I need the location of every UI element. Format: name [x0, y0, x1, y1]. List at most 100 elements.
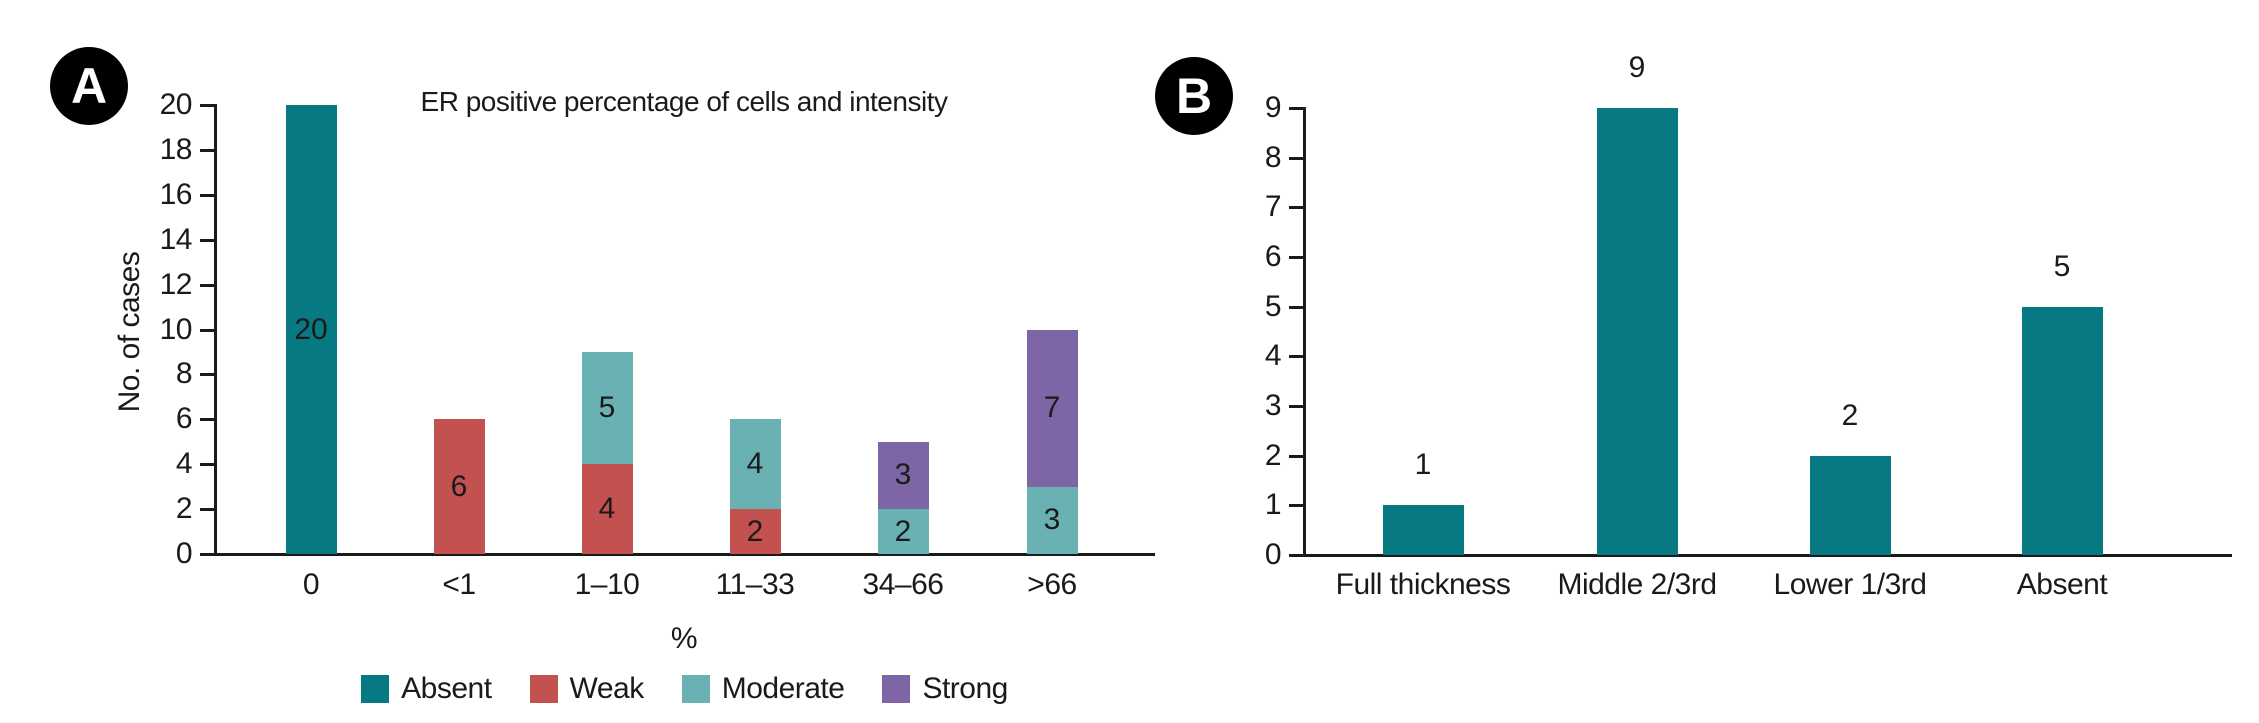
- bar-segment-weak: [581, 464, 633, 554]
- x-tick-label: Middle 2/3rd: [1557, 568, 1717, 601]
- y-tick-mark: [1289, 206, 1303, 210]
- bar-segment-moderate: [729, 419, 781, 510]
- y-tick-label: 18: [159, 132, 193, 166]
- bar-value-label: 5: [2053, 249, 2071, 283]
- y-tick-mark: [200, 553, 214, 556]
- y-tick-mark: [200, 238, 214, 242]
- bar-segment-label: 5: [598, 391, 616, 425]
- bar-segment-label: 2: [746, 514, 764, 548]
- legend-item-strong: Strong: [882, 672, 1008, 706]
- x-tick-label: 11–33: [715, 568, 795, 601]
- y-tick-label: 14: [159, 222, 193, 256]
- x-tick-label: <1: [442, 568, 476, 601]
- y-tick-label: 16: [159, 177, 193, 211]
- y-tick-label: 0: [175, 537, 193, 570]
- bar-segment-label: 6: [450, 469, 468, 503]
- legend-label-absent: Absent: [401, 672, 492, 705]
- y-tick-label: 8: [175, 357, 193, 391]
- x-tick-label: >66: [1027, 568, 1077, 601]
- y-tick-mark: [200, 193, 214, 197]
- panel-a-badge: A: [50, 47, 128, 125]
- y-tick-label: 1: [1264, 488, 1282, 522]
- legend-swatch-absent: [361, 675, 390, 703]
- y-tick-mark: [1289, 107, 1303, 111]
- y-tick-label: 2: [1264, 438, 1282, 472]
- y-tick-label: 2: [175, 492, 193, 526]
- bar-segment-strong: [1026, 329, 1078, 487]
- bar-segment-moderate: [1026, 486, 1078, 554]
- y-tick-mark: [200, 283, 214, 287]
- bar-segment-label: 3: [894, 458, 912, 492]
- legend-item-weak: Weak: [529, 672, 645, 706]
- y-tick-label: 0: [1264, 538, 1282, 571]
- y-tick-label: 6: [1264, 240, 1282, 274]
- bar-segment-absent: [285, 105, 337, 554]
- y-tick-label: 5: [1264, 289, 1282, 323]
- bar-segment-weak: [433, 419, 485, 554]
- y-tick-mark: [1289, 504, 1303, 508]
- legend-item-absent: Absent: [361, 672, 492, 706]
- y-tick-mark: [200, 418, 214, 422]
- bar-value-label: 9: [1628, 51, 1646, 85]
- y-tick-label: 8: [1264, 140, 1282, 174]
- legend-label-moderate: Moderate: [721, 672, 845, 705]
- legend-swatch-moderate: [681, 675, 710, 703]
- chart-a-title: ER positive percentage of cells and inte…: [420, 86, 948, 117]
- x-tick-label: 1–10: [574, 568, 640, 601]
- x-axis-line: [1303, 554, 2232, 557]
- y-tick-mark: [1289, 405, 1303, 409]
- x-tick-label: Full thickness: [1335, 568, 1511, 601]
- bar-segment-strong: [877, 441, 929, 510]
- legend-label-strong: Strong: [922, 672, 1008, 705]
- y-tick-label: 6: [175, 402, 193, 436]
- bar-segment-label: 20: [294, 312, 328, 346]
- y-tick-mark: [1289, 355, 1303, 359]
- y-tick-mark: [1289, 454, 1303, 458]
- y-tick-label: 7: [1264, 190, 1282, 224]
- y-tick-mark: [200, 328, 214, 332]
- y-tick-label: 3: [1264, 389, 1282, 423]
- chart-a-legend: Absent Weak Moderate Strong: [214, 672, 1155, 706]
- bar-segment-label: 4: [598, 492, 616, 526]
- y-tick-mark: [200, 104, 214, 107]
- y-tick-mark: [200, 148, 214, 152]
- y-tick-mark: [200, 373, 214, 377]
- bar-segment-middle-2-3rd: [1596, 108, 1678, 555]
- y-tick-mark: [1289, 256, 1303, 260]
- y-tick-label: 20: [159, 88, 193, 121]
- x-tick-label: Absent: [2016, 568, 2108, 601]
- bar-segment-weak: [729, 509, 781, 554]
- bar-segment-moderate: [581, 351, 633, 465]
- y-tick-mark: [200, 508, 214, 512]
- y-axis-line: [214, 104, 217, 556]
- bar-segment-moderate: [877, 509, 929, 554]
- y-tick-mark: [200, 463, 214, 467]
- bar-segment-lower-1-3rd: [1809, 455, 1891, 555]
- panel-b-badge: B: [1155, 57, 1233, 135]
- y-tick-label: 9: [1264, 91, 1282, 125]
- x-tick-label: 0: [302, 568, 320, 601]
- x-tick-label: Lower 1/3rd: [1773, 568, 1927, 601]
- y-tick-mark: [1289, 156, 1303, 160]
- y-tick-mark: [1289, 305, 1303, 309]
- legend-swatch-weak: [529, 675, 558, 703]
- bar-segment-label: 2: [894, 514, 912, 548]
- legend-item-moderate: Moderate: [681, 672, 845, 706]
- y-tick-mark: [1289, 554, 1303, 557]
- y-tick-label: 12: [159, 267, 193, 301]
- legend-label-weak: Weak: [569, 672, 645, 705]
- bar-segment-full-thickness: [1382, 505, 1464, 555]
- bar-segment-label: 3: [1043, 503, 1061, 537]
- bar-value-label: 2: [1841, 398, 1859, 432]
- chart-a-x-axis-label: %: [670, 622, 698, 655]
- legend-swatch-strong: [882, 675, 911, 703]
- bar-value-label: 1: [1414, 448, 1432, 482]
- y-tick-label: 4: [175, 447, 193, 481]
- y-tick-label: 4: [1264, 339, 1282, 373]
- x-tick-label: 34–66: [862, 568, 944, 601]
- y-axis-line: [1303, 107, 1306, 557]
- y-tick-label: 10: [159, 312, 193, 346]
